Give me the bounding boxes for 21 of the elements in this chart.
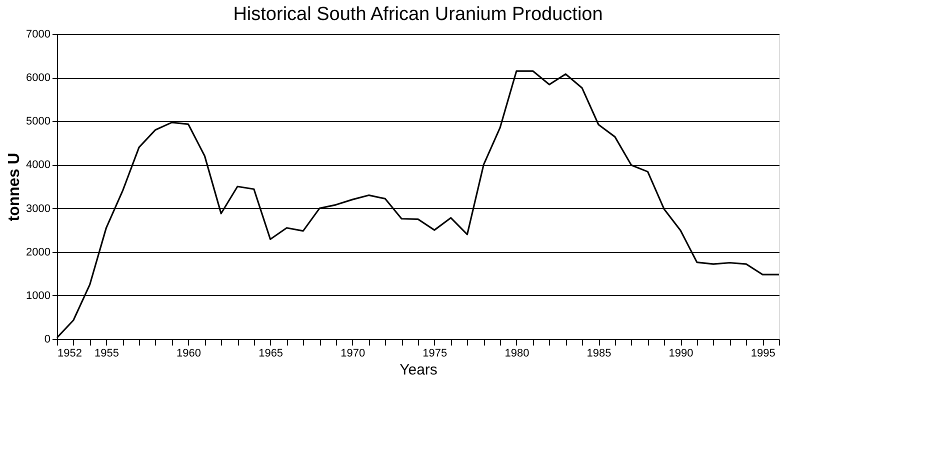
x-tick-label: 1955 bbox=[94, 348, 119, 360]
y-tick-label: 4000 bbox=[26, 159, 50, 172]
y-axis-title: tonnes U bbox=[6, 152, 24, 222]
x-tick-label: 1985 bbox=[586, 348, 612, 360]
x-tick-label: 1995 bbox=[750, 348, 776, 360]
x-tick-label: 1975 bbox=[422, 348, 448, 360]
y-tick-label: 0 bbox=[44, 334, 50, 346]
x-tick-label: 1970 bbox=[340, 348, 366, 360]
x-tick-label: 1952 bbox=[58, 348, 82, 360]
x-tick-label: 1980 bbox=[504, 348, 530, 360]
x-tick-label: 1965 bbox=[258, 348, 284, 360]
x-tick-label: 1990 bbox=[668, 348, 694, 360]
y-tick-label: 3000 bbox=[26, 202, 50, 215]
y-tick-label: 2000 bbox=[26, 246, 50, 258]
chart-title: Historical South African Uranium Production bbox=[233, 4, 603, 25]
x-tick-label: 1960 bbox=[176, 348, 202, 360]
y-tick-label: 5000 bbox=[26, 116, 50, 128]
y-tick-label: 7000 bbox=[26, 28, 50, 40]
x-axis-title: Years bbox=[400, 362, 438, 378]
y-tick-label: 1000 bbox=[26, 290, 50, 302]
y-tick-label: 6000 bbox=[26, 72, 50, 84]
